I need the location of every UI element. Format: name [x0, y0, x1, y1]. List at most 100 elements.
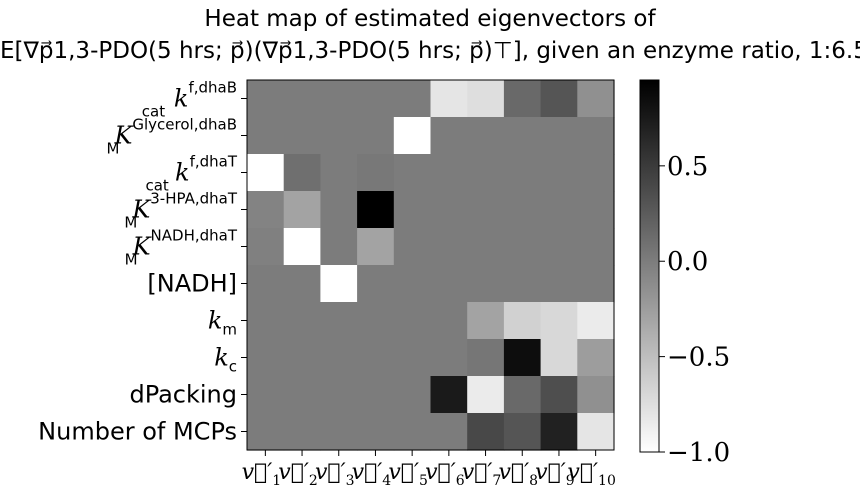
heatmap-cell: [430, 80, 468, 118]
heatmap-cell: [503, 339, 542, 377]
heatmap-cell: [540, 154, 578, 192]
heatmap-cell: [283, 154, 321, 192]
heatmap-cell: [247, 80, 285, 118]
heatmap-cell: [357, 339, 395, 377]
heatmap-cell: [467, 376, 505, 414]
y-tick-label: kc: [214, 344, 237, 376]
heatmap-cell: [357, 80, 395, 118]
chart-subtitle: E[∇p⃗1,3-PDO(5 hrs; p⃗)(∇p⃗1,3-PDO(5 hrs…: [0, 38, 860, 64]
heatmap-cell: [283, 191, 321, 229]
heatmap-cell: [320, 339, 358, 377]
heatmap-cell: [540, 339, 578, 377]
heatmap-cell: [320, 376, 358, 414]
heatmap-cell: [467, 413, 505, 451]
heatmap-cell: [393, 154, 432, 192]
heatmap-cell: [430, 413, 468, 451]
x-tick-label: v⃗′1: [242, 460, 282, 489]
heatmap-cell: [430, 228, 468, 266]
heatmap-cell: [577, 265, 615, 303]
heatmap-cell: [503, 376, 542, 414]
heatmap-cell: [503, 80, 542, 118]
heatmap-cell: [430, 376, 468, 414]
heatmap-cell: [577, 80, 615, 118]
heatmap-cell: [320, 228, 358, 266]
heatmap-cell: [430, 302, 468, 340]
heatmap-cell: [283, 228, 321, 266]
heatmap-cell: [503, 302, 542, 340]
colorbar: [639, 79, 660, 453]
heatmap-cell: [393, 413, 432, 451]
heatmap-cell: [247, 339, 285, 377]
colorbar-tick-label: 0.5: [667, 152, 708, 182]
heatmap-cell: [467, 117, 505, 155]
heatmap-cell: [393, 80, 432, 118]
heatmap-cell: [467, 154, 505, 192]
heatmap-cell: [540, 413, 578, 451]
x-tick-label: v⃗′8: [498, 460, 538, 489]
heatmap-cell: [540, 191, 578, 229]
heatmap-cell: [283, 339, 321, 377]
heatmap-cell: [247, 228, 285, 266]
heatmap-cell: [393, 117, 432, 155]
heatmap-cell: [247, 191, 285, 229]
heatmap-cell: [283, 302, 321, 340]
y-tick-label: [NADH]: [147, 270, 237, 298]
x-tick-label: v⃗′10: [567, 460, 615, 489]
heatmap-cells: [247, 80, 615, 451]
heatmap-cell: [283, 376, 321, 414]
x-tick-label: v⃗′7: [462, 460, 502, 489]
heatmap-cell: [467, 302, 505, 340]
heatmap-cell: [430, 191, 468, 229]
heatmap-cell: [577, 376, 615, 414]
heatmap-cell: [577, 339, 615, 377]
heatmap-cell: [283, 413, 321, 451]
heatmap-cell: [503, 228, 542, 266]
heatmap-cell: [540, 302, 578, 340]
heatmap-cell: [320, 80, 358, 118]
heatmap-cell: [320, 265, 358, 303]
heatmap-cell: [283, 265, 321, 303]
heatmap-cell: [320, 154, 358, 192]
colorbar-tick-label: 0.0: [667, 247, 708, 277]
heatmap-cell: [467, 339, 505, 377]
heatmap-cell: [467, 80, 505, 118]
heatmap-cell: [467, 191, 505, 229]
heatmap-cell: [430, 154, 468, 192]
heatmap-cell: [503, 265, 542, 303]
heatmap-cell: [540, 376, 578, 414]
heatmap-cell: [393, 302, 432, 340]
heatmap-cell: [577, 117, 615, 155]
y-tick-label: km: [208, 307, 237, 339]
y-tick-label: Number of MCPs: [38, 418, 237, 446]
heatmap-cell: [357, 191, 395, 229]
heatmap-cell: [577, 413, 615, 451]
heatmap-cell: [357, 413, 395, 451]
y-tick-label: dPacking: [129, 381, 237, 409]
heatmap-cell: [467, 265, 505, 303]
heatmap-cell: [577, 154, 615, 192]
heatmap-cell: [430, 339, 468, 377]
heatmap-cell: [247, 265, 285, 303]
plot-frame: [246, 79, 615, 451]
colorbar-tick-label: −0.5: [667, 343, 730, 373]
heatmap-cell: [503, 191, 542, 229]
heatmap-cell: [357, 154, 395, 192]
heatmap-cell: [247, 413, 285, 451]
y-tick-label: KGlycerol,dhaB M: [106, 116, 237, 158]
heatmap-cell: [320, 191, 358, 229]
heatmap-cell: [540, 117, 578, 155]
heatmap-cell: [503, 117, 542, 155]
y-tick-label: K3-HPA,dhaT M: [124, 190, 237, 232]
x-axis: v⃗′1v⃗′2v⃗′3v⃗′4v⃗′5v⃗′6v⃗′7v⃗′8v⃗′9v⃗′1…: [242, 450, 616, 489]
heatmap-cell: [540, 228, 578, 266]
y-tick-label: kf,dhaT cat: [145, 153, 237, 195]
x-tick-label: v⃗′6: [425, 460, 465, 489]
heatmap-cell: [247, 376, 285, 414]
heatmap-cell: [357, 302, 395, 340]
heatmap-cell: [393, 376, 432, 414]
y-tick-label: kf,dhaB cat: [142, 79, 237, 121]
x-tick-label: v⃗′4: [352, 460, 392, 489]
heatmap-cell: [393, 265, 432, 303]
